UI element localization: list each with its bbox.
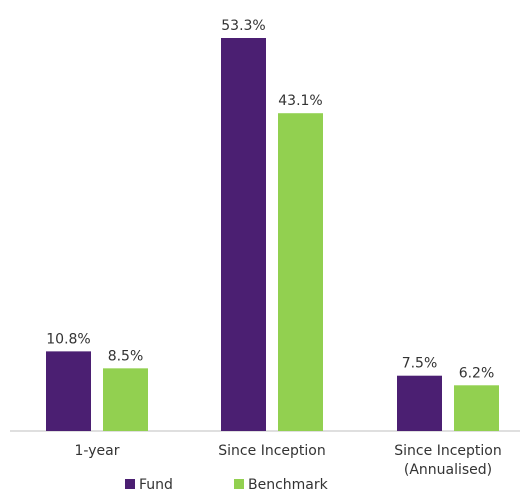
category-labels-group: 1-year Since Inception Since Inception (Ann… [75,443,502,478]
bars-group [46,38,499,432]
legend-label-benchmark: Benchmark [248,477,329,493]
data-label-benchmark-1: 43.1% [278,93,322,109]
bar-fund-1 [221,38,266,431]
data-label-fund-1: 53.3% [221,18,265,34]
legend-swatch-fund [125,479,135,489]
data-label-fund-0: 10.8% [46,331,90,347]
legend: Fund Benchmark [125,477,329,493]
legend-swatch-benchmark [234,479,244,489]
data-labels-group: 10.8% 8.5% 53.3% 43.1% 7.5% 6.2% [46,18,494,381]
legend-label-fund: Fund [139,477,173,493]
category-label-2-line-1: (Annualised) [404,462,492,478]
bar-fund-0 [46,351,91,431]
data-label-fund-2: 7.5% [402,356,438,372]
data-label-benchmark-0: 8.5% [108,348,144,364]
data-label-benchmark-2: 6.2% [459,365,495,381]
bar-benchmark-1 [278,113,323,432]
bar-fund-2 [397,375,442,431]
bar-benchmark-0 [103,368,148,431]
bar-benchmark-2 [454,385,499,431]
category-label-1-line-0: Since Inception [218,443,325,459]
category-label-0-line-0: 1-year [75,443,120,459]
category-label-2-line-0: Since Inception [394,443,501,459]
